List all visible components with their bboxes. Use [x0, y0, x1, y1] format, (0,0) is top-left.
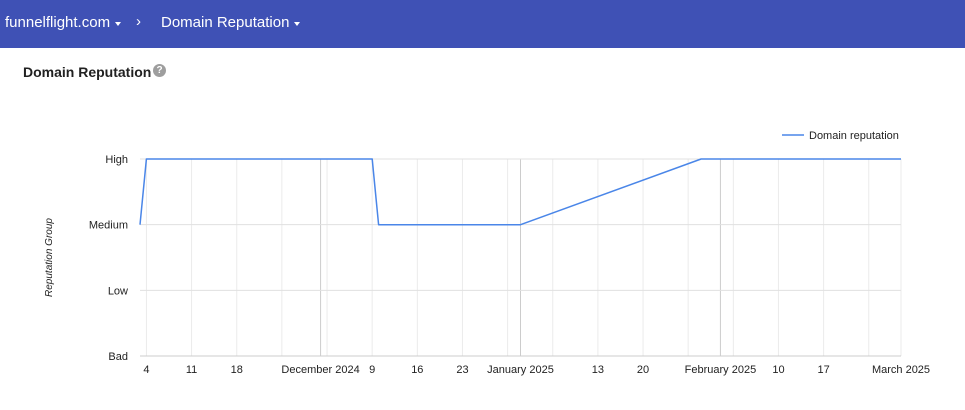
- x-tick-label: December 2024: [281, 364, 359, 376]
- domain-selector-label: funnelflight.com: [5, 14, 111, 31]
- domain-selector[interactable]: funnelflight.com: [5, 14, 122, 31]
- caret-down-icon: [115, 21, 122, 26]
- y-tick-label: Bad: [108, 351, 128, 363]
- x-tick-label: March 2025: [872, 364, 930, 376]
- y-axis-label: Reputation Group: [44, 218, 55, 297]
- x-tick-label: 17: [817, 364, 829, 376]
- x-tick-label: 11: [186, 364, 197, 376]
- y-tick-label: Low: [108, 285, 128, 297]
- x-tick-label: 9: [369, 364, 375, 376]
- x-tick-label: 23: [456, 364, 468, 376]
- y-tick-label: High: [105, 154, 128, 166]
- breadcrumb-separator-icon: ›: [136, 13, 141, 30]
- x-tick-label: 10: [772, 364, 784, 376]
- caret-down-icon: [294, 21, 301, 26]
- section-title: Domain Reputation: [23, 64, 152, 80]
- x-tick-label: January 2025: [487, 364, 554, 376]
- x-tick-label: February 2025: [685, 364, 757, 376]
- legend-label: Domain reputation: [809, 130, 899, 142]
- dashboard-selector[interactable]: Domain Reputation: [161, 14, 301, 31]
- x-tick-label: 18: [231, 364, 243, 376]
- x-tick-label: 16: [411, 364, 423, 376]
- y-tick-label: Medium: [89, 220, 128, 232]
- x-tick-label: 4: [143, 364, 149, 376]
- top-app-bar: funnelflight.com › Domain Reputation: [0, 0, 965, 48]
- x-tick-label: 13: [592, 364, 604, 376]
- x-tick-label: 20: [637, 364, 649, 376]
- series-line-domain-reputation: [139, 158, 901, 226]
- dashboard-selector-label: Domain Reputation: [161, 14, 290, 31]
- help-icon[interactable]: ?: [153, 64, 166, 77]
